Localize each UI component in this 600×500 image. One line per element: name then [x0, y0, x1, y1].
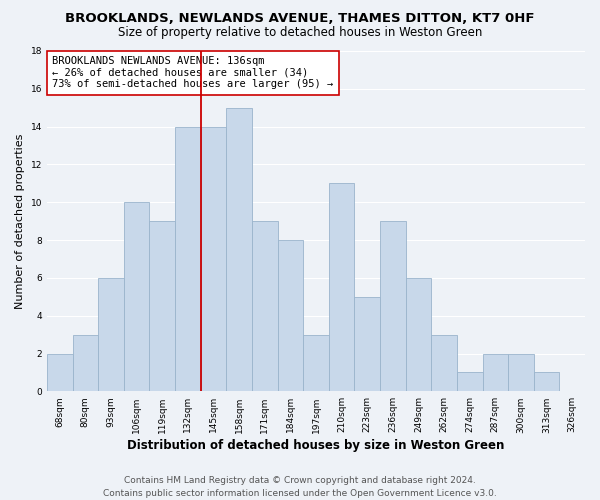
X-axis label: Distribution of detached houses by size in Weston Green: Distribution of detached houses by size … [127, 440, 505, 452]
Bar [380, 221, 406, 392]
Bar [73, 334, 98, 392]
Bar [406, 278, 431, 392]
Bar [355, 297, 380, 392]
Bar [200, 126, 226, 392]
Bar [175, 126, 200, 392]
Text: Contains HM Land Registry data © Crown copyright and database right 2024.
Contai: Contains HM Land Registry data © Crown c… [103, 476, 497, 498]
Bar [47, 354, 73, 392]
Text: BROOKLANDS NEWLANDS AVENUE: 136sqm
← 26% of detached houses are smaller (34)
73%: BROOKLANDS NEWLANDS AVENUE: 136sqm ← 26%… [52, 56, 334, 90]
Bar [98, 278, 124, 392]
Bar [457, 372, 482, 392]
Text: BROOKLANDS, NEWLANDS AVENUE, THAMES DITTON, KT7 0HF: BROOKLANDS, NEWLANDS AVENUE, THAMES DITT… [65, 12, 535, 26]
Bar [149, 221, 175, 392]
Bar [431, 334, 457, 392]
Bar [534, 372, 559, 392]
Bar [252, 221, 278, 392]
Bar [278, 240, 303, 392]
Bar [508, 354, 534, 392]
Y-axis label: Number of detached properties: Number of detached properties [15, 134, 25, 309]
Bar [303, 334, 329, 392]
Bar [329, 184, 355, 392]
Bar [482, 354, 508, 392]
Bar [226, 108, 252, 392]
Bar [124, 202, 149, 392]
Text: Size of property relative to detached houses in Weston Green: Size of property relative to detached ho… [118, 26, 482, 39]
